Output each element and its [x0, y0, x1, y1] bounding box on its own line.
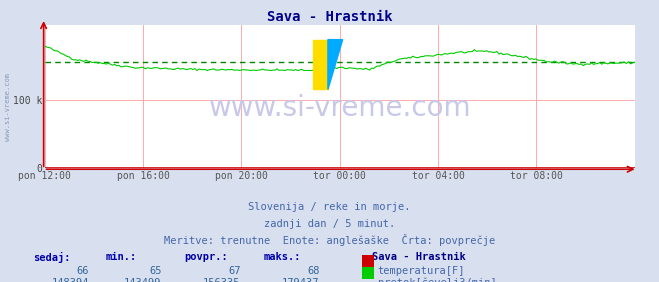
- Text: www.si-vreme.com: www.si-vreme.com: [208, 94, 471, 122]
- Text: Slovenija / reke in morje.: Slovenija / reke in morje.: [248, 202, 411, 212]
- Text: temperatura[F]: temperatura[F]: [378, 266, 465, 276]
- Polygon shape: [328, 39, 343, 89]
- Text: sedaj:: sedaj:: [33, 252, 71, 263]
- Text: 156335: 156335: [203, 278, 241, 282]
- Text: 143499: 143499: [124, 278, 161, 282]
- Text: zadnji dan / 5 minut.: zadnji dan / 5 minut.: [264, 219, 395, 228]
- Text: povpr.:: povpr.:: [185, 252, 228, 262]
- Text: 148394: 148394: [51, 278, 89, 282]
- Text: 68: 68: [307, 266, 320, 276]
- Text: 65: 65: [149, 266, 161, 276]
- Text: pretok[čevelj3/min]: pretok[čevelj3/min]: [378, 278, 496, 282]
- Text: Sava - Hrastnik: Sava - Hrastnik: [372, 252, 466, 262]
- Text: www.si-vreme.com: www.si-vreme.com: [5, 73, 11, 141]
- Text: 66: 66: [76, 266, 89, 276]
- Text: Meritve: trenutne  Enote: anglešaške  Črta: povprečje: Meritve: trenutne Enote: anglešaške Črta…: [164, 234, 495, 246]
- Text: min.:: min.:: [105, 252, 136, 262]
- Text: 67: 67: [228, 266, 241, 276]
- Polygon shape: [313, 39, 328, 89]
- Text: 179437: 179437: [282, 278, 320, 282]
- Text: Sava - Hrastnik: Sava - Hrastnik: [267, 10, 392, 24]
- Text: maks.:: maks.:: [264, 252, 301, 262]
